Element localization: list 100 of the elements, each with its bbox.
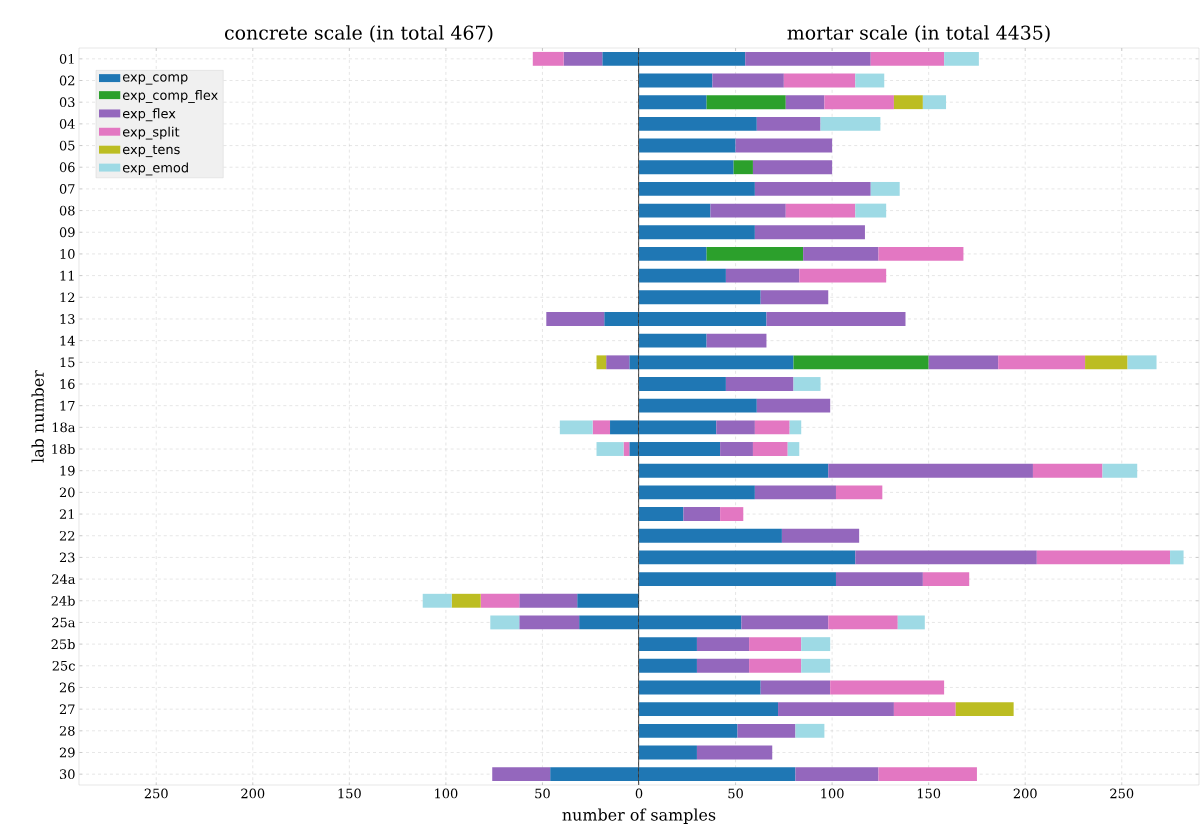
bar <box>733 160 753 175</box>
bar <box>801 637 831 652</box>
bar <box>639 463 829 478</box>
bar <box>639 702 779 717</box>
bar <box>1036 550 1171 565</box>
bar <box>735 138 833 153</box>
y-tick-label: 14 <box>60 335 75 346</box>
bar <box>596 355 607 370</box>
bar <box>519 593 578 608</box>
bar <box>639 95 707 110</box>
y-tick-label: 12 <box>60 292 75 303</box>
y-tick-label: 06 <box>59 162 75 173</box>
legend-label: exp_tens <box>122 144 180 158</box>
bar <box>893 702 956 717</box>
bar <box>639 485 755 500</box>
bar <box>799 268 887 283</box>
bar <box>878 247 964 261</box>
y-tick-label: 03 <box>59 97 75 108</box>
bar <box>922 95 947 110</box>
bar <box>639 268 726 283</box>
y-tick-label: 18b <box>52 444 75 455</box>
y-tick-label: 21 <box>59 509 74 519</box>
bar <box>706 247 804 261</box>
bar <box>789 420 802 435</box>
bar <box>766 312 906 326</box>
bar <box>1032 463 1103 478</box>
bar <box>760 680 831 695</box>
bar <box>878 767 977 782</box>
bar <box>639 247 707 261</box>
x-tick-label: 200 <box>241 788 265 799</box>
x-tick-label: 100 <box>435 788 458 799</box>
bar <box>639 680 761 695</box>
bar <box>720 442 753 456</box>
bar <box>787 442 800 456</box>
bar <box>922 572 970 587</box>
legend-label: exp_comp_flex <box>122 90 218 103</box>
y-tick-label: 18a <box>52 422 76 433</box>
bar <box>639 745 697 760</box>
bar <box>725 268 800 283</box>
bar <box>835 572 923 587</box>
bar <box>855 203 887 218</box>
x-tick-label: 250 <box>1110 788 1134 799</box>
y-tick-label: 25b <box>51 639 75 650</box>
bar <box>756 116 821 131</box>
y-tick-label: 20 <box>59 487 75 498</box>
bar <box>696 637 750 652</box>
bar <box>706 95 786 110</box>
bar <box>785 203 856 218</box>
bar <box>519 615 580 630</box>
y-tick-label: 29 <box>59 747 75 758</box>
y-tick-label: 24a <box>52 574 76 584</box>
bar <box>855 73 885 88</box>
bar <box>778 702 894 717</box>
x-tick-label: 50 <box>728 788 743 799</box>
y-tick-label: 07 <box>59 184 75 194</box>
y-tick-label: 02 <box>59 75 75 86</box>
bar <box>793 355 929 370</box>
bar <box>639 116 757 131</box>
bar <box>893 95 923 110</box>
chart-title: concrete scale (in total 467) <box>225 25 493 43</box>
y-tick-label: 22 <box>59 530 75 541</box>
bar <box>828 615 898 630</box>
y-tick-label: 23 <box>59 552 75 563</box>
bar <box>639 181 755 196</box>
y-tick-label: 26 <box>59 682 75 693</box>
bar <box>639 290 761 305</box>
bar <box>741 615 829 630</box>
bar <box>683 507 721 521</box>
bar <box>1085 355 1128 370</box>
x-tick-label: 50 <box>535 788 550 799</box>
y-tick-label: 30 <box>59 769 75 780</box>
bar <box>783 73 856 88</box>
y-tick-label: 16 <box>60 379 75 389</box>
bar <box>639 572 836 587</box>
y-axis-title: lab number <box>31 370 44 463</box>
bar <box>532 51 564 66</box>
bar <box>639 160 734 175</box>
y-tick-label: 25c <box>52 660 75 671</box>
y-tick-label: 09 <box>59 227 75 238</box>
y-tick-label: 11 <box>60 270 74 281</box>
bar <box>696 745 773 760</box>
bar <box>754 485 836 500</box>
y-tick-label: 15 <box>60 357 75 368</box>
y-tick-label: 01 <box>59 53 74 64</box>
bar <box>820 116 881 131</box>
x-tick-label: 200 <box>1013 788 1037 799</box>
y-tick-label: 28 <box>59 725 75 736</box>
bar <box>795 767 879 782</box>
bar <box>639 225 755 240</box>
bar <box>1127 355 1157 370</box>
bar <box>639 398 757 413</box>
bar <box>577 593 639 608</box>
x-tick-label: 150 <box>338 788 361 799</box>
bar <box>754 225 865 240</box>
bar <box>706 333 767 348</box>
bar <box>559 420 593 435</box>
bar <box>639 550 856 565</box>
bar <box>955 702 1014 717</box>
bar <box>928 355 999 370</box>
bar <box>828 463 1033 478</box>
